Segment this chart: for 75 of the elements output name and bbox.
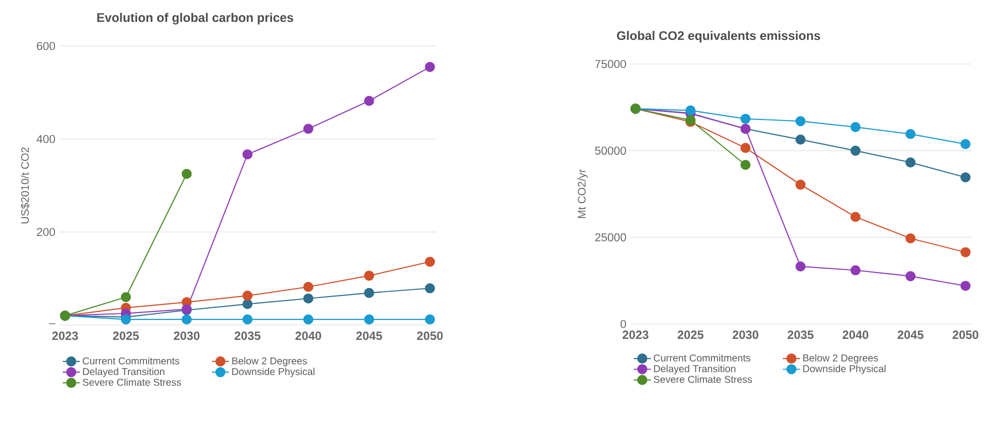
y-tick-label: 25000 xyxy=(595,233,626,242)
legend-label: Below 2 Degrees xyxy=(232,357,307,366)
point xyxy=(303,314,314,324)
x-tick-label: 2040 xyxy=(295,332,322,340)
x-tick-label: 2045 xyxy=(356,332,382,340)
point xyxy=(795,180,806,190)
y-tick-label: 600 xyxy=(36,42,56,50)
legend-label: Severe Climate Stress xyxy=(654,376,752,383)
y-tick-label: 0 xyxy=(620,320,626,328)
y-tick-label: 200 xyxy=(36,228,56,236)
point xyxy=(905,157,916,168)
y-axis-title: US$2010/t CO2 xyxy=(20,147,30,224)
x-tick-label: 2023 xyxy=(622,330,648,340)
point xyxy=(424,62,435,72)
point xyxy=(795,134,806,145)
point xyxy=(120,292,131,302)
y-tick-label: 75000 xyxy=(595,60,626,68)
x-tick-label: 2050 xyxy=(952,330,978,339)
x-tick-label: 2025 xyxy=(678,330,704,339)
point xyxy=(182,168,192,179)
point xyxy=(364,96,374,106)
point xyxy=(905,271,916,282)
point xyxy=(850,212,861,222)
point xyxy=(242,290,253,301)
point xyxy=(905,233,916,244)
point xyxy=(850,265,861,276)
point xyxy=(424,256,435,267)
point xyxy=(242,314,253,324)
x-tick-label: 2025 xyxy=(113,332,139,340)
point xyxy=(303,282,314,292)
point xyxy=(960,172,971,182)
point xyxy=(424,314,435,324)
point xyxy=(685,105,696,116)
x-tick-label: 2030 xyxy=(732,330,758,340)
x-tick-label: 2023 xyxy=(52,332,78,340)
point xyxy=(905,128,916,140)
y-tick-label: 400 xyxy=(36,134,56,144)
legend-label: Severe Climate Stress xyxy=(82,378,182,386)
point xyxy=(364,288,374,298)
legend-label: Current Commitments xyxy=(654,354,750,362)
legend-label: Downside Physical xyxy=(803,364,886,374)
x-tick-label: 2035 xyxy=(234,332,260,340)
point xyxy=(242,149,253,160)
point xyxy=(303,293,314,304)
point xyxy=(960,280,971,291)
x-tick-label: 2030 xyxy=(174,332,200,340)
y-tick-label: 50000 xyxy=(595,146,626,155)
point xyxy=(850,122,861,132)
legend-label: Current Commitments xyxy=(82,357,180,364)
x-tick-label: 2045 xyxy=(898,330,924,339)
y-tick-label: – xyxy=(49,323,56,324)
point xyxy=(182,314,192,324)
point xyxy=(242,299,253,310)
point xyxy=(960,247,971,258)
chart-title: Evolution of global carbon prices xyxy=(97,12,294,25)
point xyxy=(303,124,314,134)
y-axis-title: Mt CO2/yr xyxy=(578,169,588,218)
legend-label: Delayed Transition xyxy=(654,364,736,374)
point xyxy=(740,114,751,124)
legend-label: Downside Physical xyxy=(232,368,314,378)
chart-title: Global CO2 equivalents emissions xyxy=(616,30,820,42)
x-tick-label: 2035 xyxy=(788,330,814,340)
point xyxy=(740,160,751,170)
point xyxy=(795,116,806,126)
legend-label: Below 2 Degrees xyxy=(803,354,878,364)
point xyxy=(740,142,751,153)
point xyxy=(364,270,374,281)
legend-label: Delayed Transition xyxy=(83,368,164,378)
x-tick-label: 2050 xyxy=(417,332,443,340)
point xyxy=(424,283,435,294)
point xyxy=(850,146,861,156)
x-tick-label: 2040 xyxy=(842,330,868,339)
point xyxy=(364,314,374,324)
point xyxy=(960,139,971,150)
point xyxy=(795,261,806,272)
